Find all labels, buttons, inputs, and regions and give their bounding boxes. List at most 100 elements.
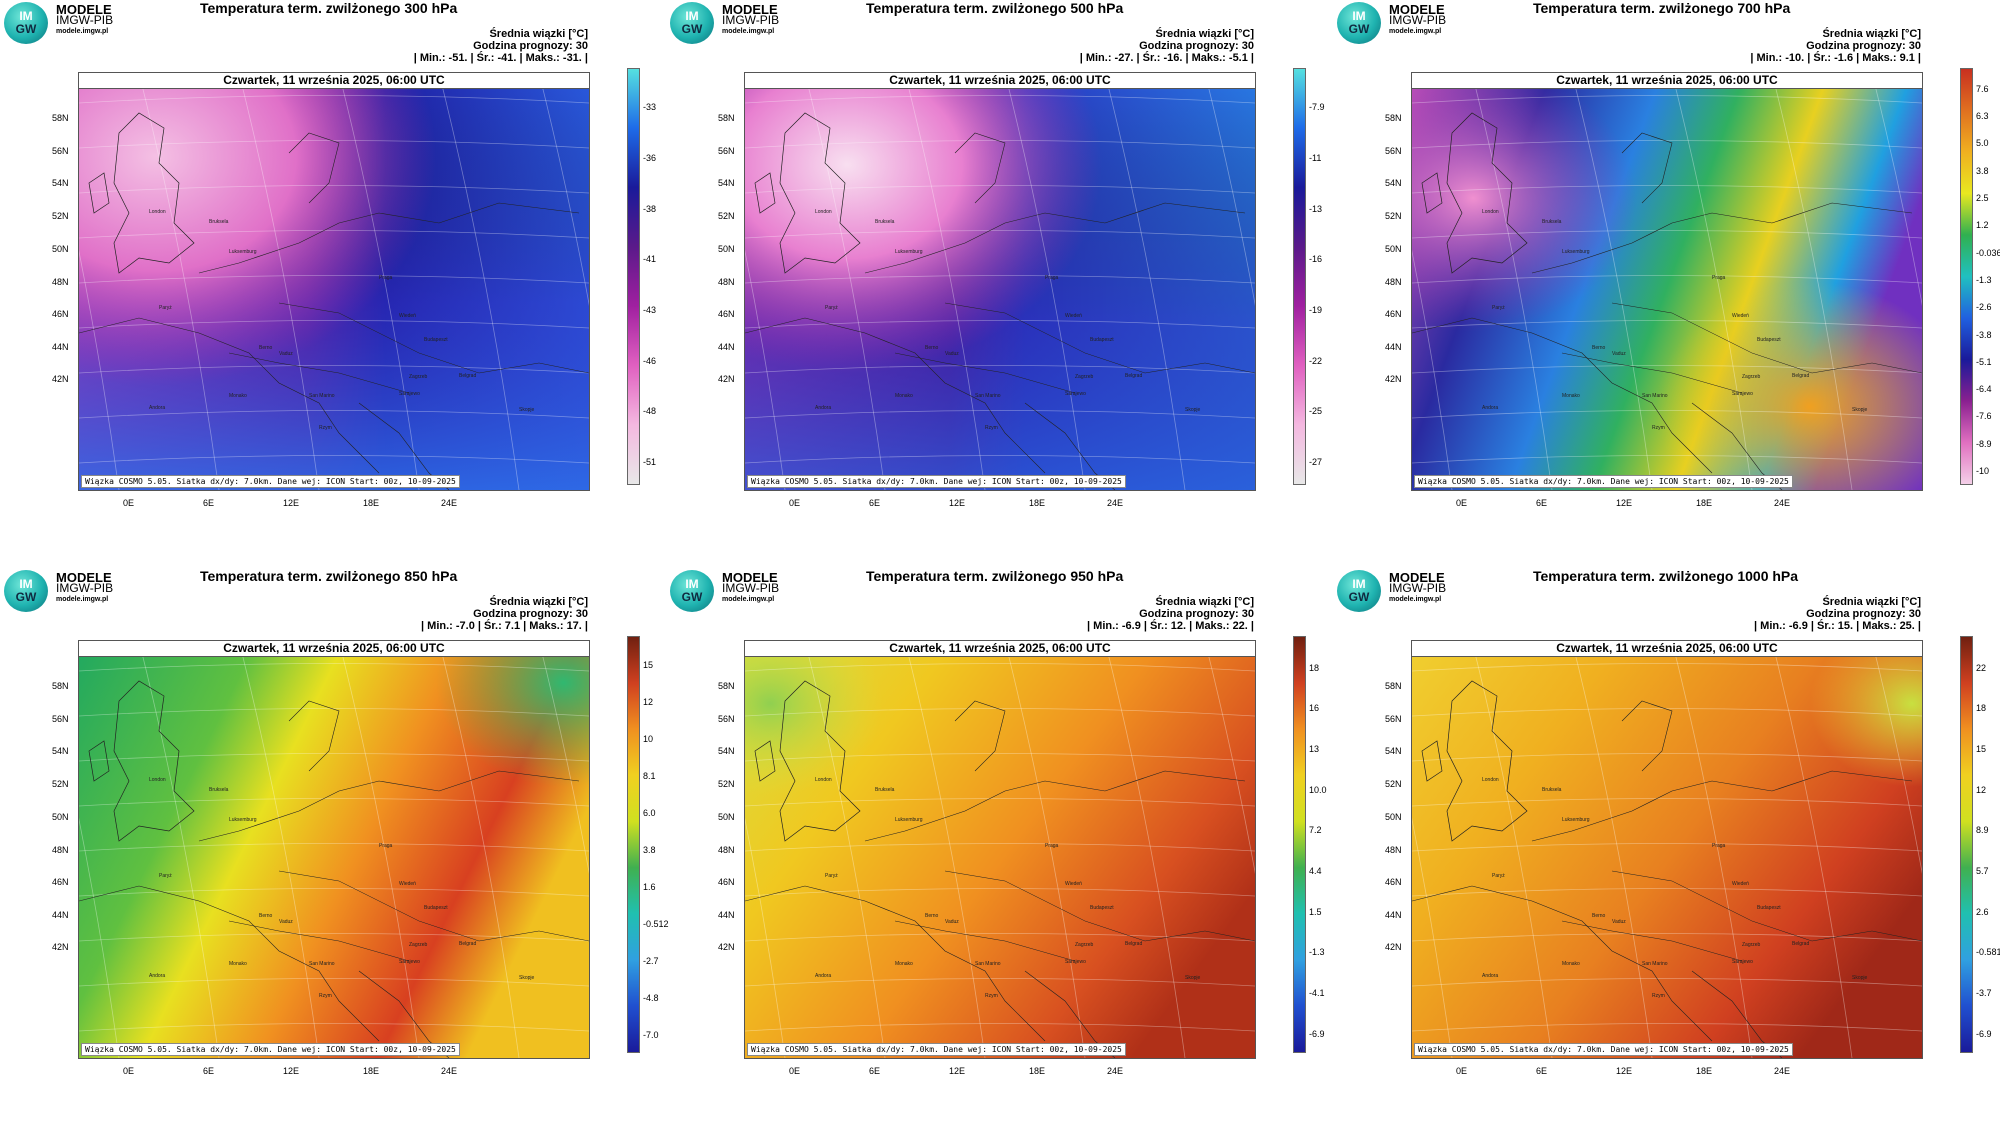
city-label: Belgrad [1792, 373, 1810, 379]
longitude-label: 6E [1536, 1066, 1548, 1076]
latitude-label: 52N [1385, 779, 1402, 789]
city-label: Bruksela [209, 218, 229, 225]
brand-url: modele.imgw.pl [56, 596, 109, 603]
map-date-header: Czwartek, 11 września 2025, 06:00 UTC [745, 641, 1255, 657]
city-label: Wiedeń [399, 313, 416, 319]
city-label: Rzym [985, 425, 998, 431]
meta-mean-label: Średnia wiązki [°C] [489, 596, 588, 608]
color-scale-tick: -16 [1309, 254, 1323, 265]
color-scale-tick: -7.0 [643, 1030, 659, 1041]
color-scale-tick: -1.3 [1309, 947, 1325, 958]
city-label: Belgrad [1125, 941, 1143, 947]
color-scale-tick: 3.8 [643, 844, 656, 855]
brand-line2: IMGW-PIB [1389, 581, 1447, 595]
city-label: Luksemburg [895, 817, 923, 823]
latitude-label: 52N [1385, 211, 1402, 221]
latitude-label: 56N [52, 146, 69, 156]
meta-stats: | Min.: -6.9 | Śr.: 12. | Maks.: 22. | [1087, 620, 1254, 632]
map-field [1412, 73, 1922, 490]
brand-url: modele.imgw.pl [1389, 596, 1442, 603]
city-label: Paryż [825, 873, 838, 879]
city-label: Belgrad [459, 941, 477, 947]
map-footer-info: Wiązka COSMO 5.05. Siatka dx/dy: 7.0km. … [1414, 475, 1793, 488]
color-scale-tick: 1.5 [1309, 906, 1322, 917]
city-label: Andora [815, 973, 832, 979]
longitude-label: 6E [203, 1066, 215, 1076]
temperature-map: Czwartek, 11 września 2025, 06:00 UTC Wi… [78, 72, 590, 491]
latitude-label: 56N [52, 714, 69, 724]
city-label: Praga [379, 842, 393, 849]
city-label: Skopje [1852, 407, 1868, 414]
color-scale-tick: -10 [1976, 466, 1990, 477]
meta-forecast-hour: Godzina prognozy: 30 [473, 40, 588, 52]
city-label: Monako [1562, 393, 1580, 399]
color-scale-bar [1293, 68, 1306, 485]
color-scale-tick: -19 [1309, 304, 1323, 315]
latitude-label: 58N [52, 681, 69, 691]
city-label: Vaduz [945, 350, 959, 357]
panel-title: Temperatura term. zwilżonego 1000 hPa [1533, 568, 1799, 584]
map-footer-info: Wiązka COSMO 5.05. Siatka dx/dy: 7.0km. … [1414, 1043, 1793, 1056]
brand-url: modele.imgw.pl [56, 28, 109, 35]
city-label: Praga [1712, 274, 1726, 281]
logo-text-top: IM [685, 577, 699, 591]
color-scale-tick: -8.9 [1976, 438, 1992, 449]
logo-text-bottom: GW [1348, 590, 1370, 604]
temperature-map: Czwartek, 11 września 2025, 06:00 UTC Wi… [78, 640, 590, 1059]
latitude-label: 58N [1385, 681, 1402, 691]
color-scale-tick: 12 [1976, 784, 1987, 795]
brand-line2: IMGW-PIB [722, 13, 780, 27]
brand-text: MODELE IMGW-PIB modele.imgw.pl [1389, 3, 1446, 37]
latitude-label: 42N [718, 942, 735, 952]
longitude-label: 0E [789, 1066, 801, 1076]
brand-line1: MODELE [56, 2, 112, 17]
temperature-map: Czwartek, 11 września 2025, 06:00 UTC Wi… [744, 72, 1256, 491]
city-label: London [1482, 777, 1499, 783]
latitude-label: 58N [52, 113, 69, 123]
panel-meta: Średnia wiązki [°C] Godzina prognozy: 30 |… [421, 596, 588, 632]
panel-meta: Średnia wiązki [°C] Godzina prognozy: 30 |… [1080, 28, 1254, 64]
imgw-logo-icon: IM GW [4, 2, 48, 44]
latitude-label: 56N [1385, 146, 1402, 156]
latitude-label: 44N [1385, 910, 1402, 920]
color-scale-tick: -25 [1309, 406, 1323, 417]
city-label: San Marino [309, 393, 335, 399]
color-scale-tick: -41 [643, 254, 657, 265]
city-label: Wiedeń [1065, 881, 1082, 887]
latitude-label: 48N [718, 277, 735, 287]
city-label: Rzym [1652, 993, 1665, 999]
latitude-label: 50N [1385, 244, 1402, 254]
city-label: Rzym [985, 993, 998, 999]
latitude-label: 54N [52, 746, 69, 756]
color-scale-tick: -6.9 [1309, 1028, 1325, 1039]
latitude-label: 44N [1385, 342, 1402, 352]
latitude-label: 54N [1385, 746, 1402, 756]
color-scale-tick: 5.7 [1976, 865, 1989, 876]
forecast-panel: IM GW MODELE IMGW-PIB modele.imgw.pl Temperat… [1333, 568, 2000, 1136]
longitude-label: 12E [283, 498, 300, 508]
meta-mean-label: Średnia wiązki [°C] [1155, 28, 1254, 40]
city-label: Andora [149, 405, 166, 411]
brand-line1: MODELE [722, 570, 778, 585]
city-label: Budapeszt [1757, 905, 1781, 911]
color-scale-tick: -22 [1309, 355, 1323, 366]
latitude-label: 58N [1385, 113, 1402, 123]
meta-mean-label: Średnia wiązki [°C] [1822, 596, 1921, 608]
map-footer-info: Wiązka COSMO 5.05. Siatka dx/dy: 7.0km. … [747, 475, 1126, 488]
city-label: Vaduz [1612, 918, 1626, 925]
latitude-label: 56N [718, 146, 735, 156]
city-label: Rzym [319, 425, 332, 431]
city-label: London [815, 777, 832, 783]
panel-title: Temperatura term. zwilżonego 300 hPa [200, 0, 458, 16]
latitude-label: 42N [1385, 942, 1402, 952]
color-scale-tick: -4.1 [1309, 988, 1325, 999]
city-label: Bruksela [209, 786, 229, 793]
city-label: Paryż [159, 305, 172, 311]
color-scale-tick: 4.4 [1309, 865, 1322, 876]
latitude-label: 52N [718, 211, 735, 221]
city-label: Sarajewo [399, 958, 420, 965]
color-scale-tick: -27 [1309, 456, 1323, 467]
panel-title: Temperatura term. zwilżonego 500 hPa [866, 0, 1124, 16]
meta-forecast-hour: Godzina prognozy: 30 [1139, 608, 1254, 620]
city-label: Wiedeń [399, 881, 416, 887]
